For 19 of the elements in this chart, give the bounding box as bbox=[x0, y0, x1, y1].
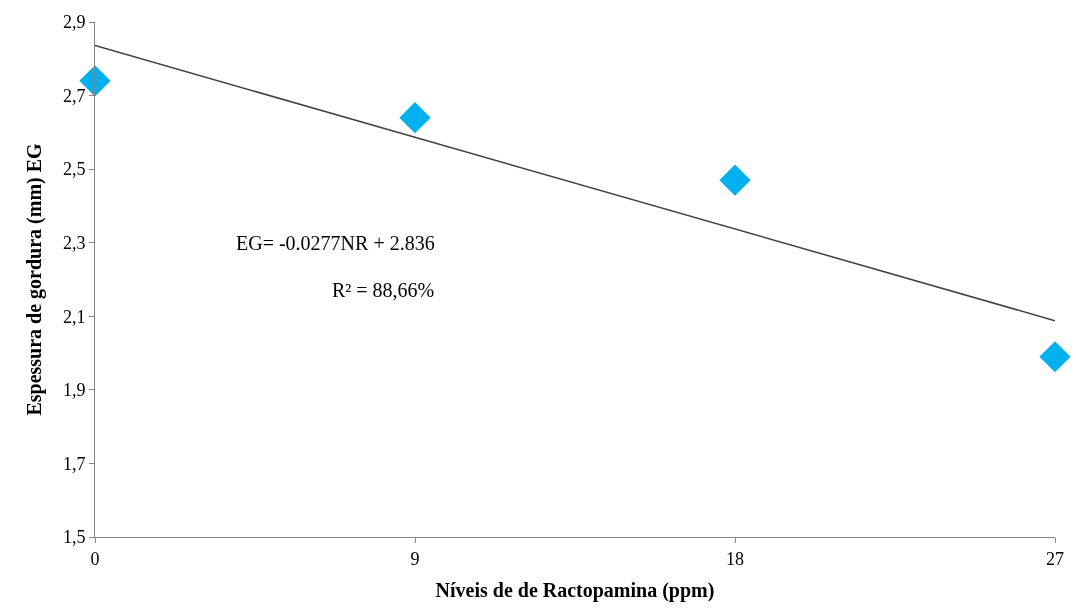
annotation: R² = 88,66% bbox=[332, 279, 435, 301]
x-axis-title: Níveis de de Ractopamina (ppm) bbox=[435, 579, 715, 603]
point bbox=[1039, 341, 1071, 373]
x-tick-label: 9 bbox=[410, 548, 420, 569]
y-tick-label: 2,3 bbox=[62, 233, 86, 254]
x-tick-label: 0 bbox=[90, 548, 100, 569]
y-tick-label: 1,9 bbox=[62, 380, 86, 401]
y-axis-title: Espessura de gordura (mm) EG bbox=[23, 142, 47, 416]
point bbox=[719, 164, 751, 196]
y-tick-label: 2,7 bbox=[62, 85, 86, 106]
annotation: EG= -0.0277NR + 2.836 bbox=[236, 232, 435, 254]
y-tick-label: 2,9 bbox=[62, 12, 86, 33]
y-tick-label: 1,7 bbox=[62, 453, 86, 474]
point bbox=[399, 102, 431, 134]
y-tick-label: 1,5 bbox=[62, 527, 86, 548]
y-tick-label: 2,5 bbox=[62, 159, 86, 180]
x-tick-label: 27 bbox=[1046, 548, 1064, 569]
y-tick-label: 2,1 bbox=[62, 306, 86, 327]
x-tick-label: 18 bbox=[726, 548, 744, 569]
